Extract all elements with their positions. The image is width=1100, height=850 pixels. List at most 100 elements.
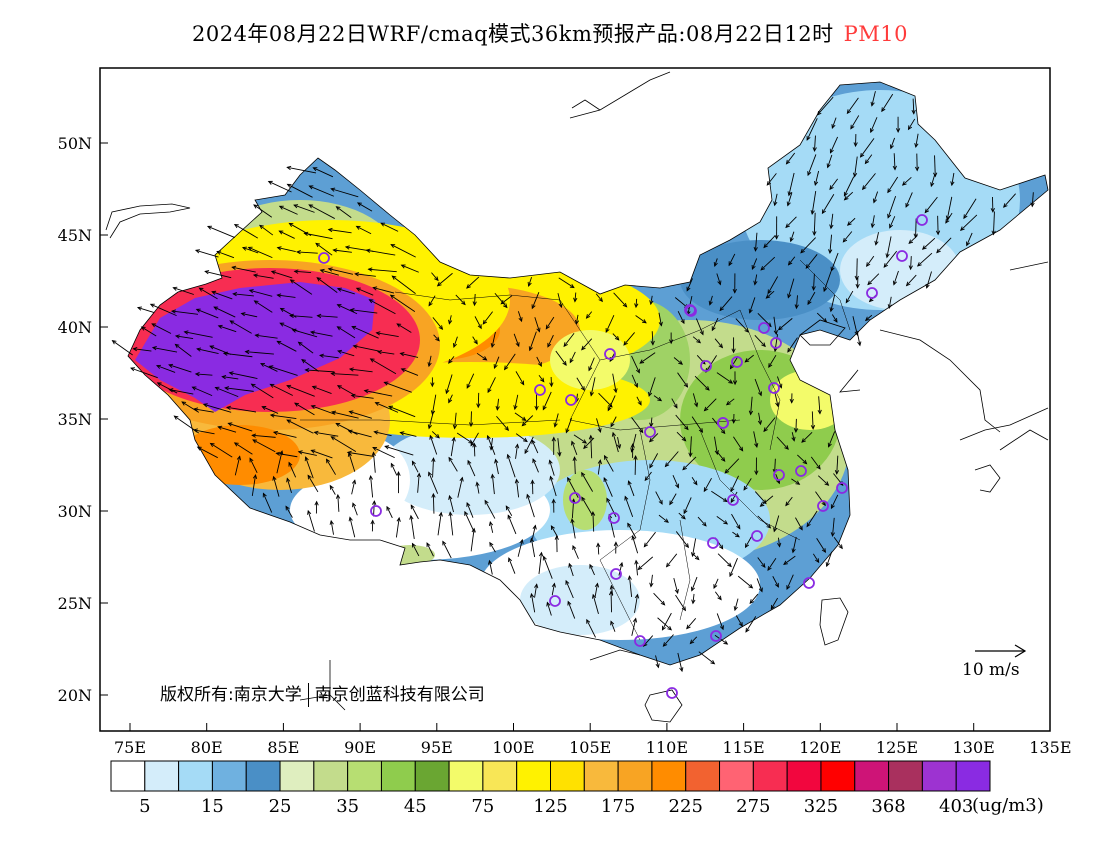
wind-arrowhead: [933, 172, 938, 178]
wind-vector: [734, 598, 739, 611]
wind-vector: [818, 396, 821, 414]
wind-arrowhead: [356, 202, 362, 207]
wind-vector: [285, 506, 293, 518]
wind-arrowhead: [812, 147, 817, 153]
wind-arrowhead: [475, 481, 480, 487]
wind-vector: [1031, 192, 1034, 207]
wind-vector: [757, 312, 772, 327]
wind-arrowhead: [699, 330, 704, 336]
wind-arrowhead: [831, 124, 836, 130]
wind-vector: [352, 503, 358, 516]
legend-swatch: [651, 760, 687, 792]
wind-vector: [445, 374, 453, 394]
wind-arrowhead: [813, 181, 819, 187]
wind-arrowhead: [347, 429, 353, 434]
wind-vector: [270, 414, 297, 419]
wind-vector: [807, 154, 817, 176]
wind-arrowhead: [515, 342, 520, 348]
wind-vector: [924, 196, 938, 213]
wind-arrowhead: [448, 319, 453, 325]
wind-vector: [466, 502, 474, 518]
wind-vector: [276, 451, 283, 474]
wind-vector: [529, 331, 537, 351]
wind-arrowhead: [795, 480, 801, 485]
wind-vector: [812, 553, 820, 563]
wind-arrowhead: [438, 325, 444, 330]
wind-arrowhead: [149, 303, 155, 308]
wind-arrowhead: [567, 600, 572, 606]
wind-vector: [298, 341, 314, 354]
wind-arrowhead: [336, 287, 342, 292]
wind-arrowhead: [222, 351, 228, 356]
legend-swatch: [313, 760, 349, 792]
wind-arrowhead: [729, 572, 734, 578]
wind-vector: [768, 354, 777, 368]
wind-arrowhead: [639, 359, 645, 364]
wind-vector: [507, 454, 516, 478]
wind-arrowhead: [269, 383, 275, 388]
wind-vector: [692, 553, 700, 560]
wind-vector: [666, 553, 678, 568]
wind-arrowhead: [527, 281, 532, 287]
wind-vector: [500, 295, 513, 305]
wind-arrowhead: [829, 148, 834, 154]
wind-vector: [714, 338, 723, 348]
wind-arrowhead: [829, 224, 834, 230]
wind-arrowhead: [151, 323, 157, 328]
wind-arrowhead: [650, 340, 655, 346]
wind-arrowhead: [448, 359, 453, 364]
wind-arrowhead: [426, 542, 431, 548]
wind-vector: [388, 406, 416, 418]
wind-vector: [817, 96, 834, 116]
wind-arrowhead: [286, 419, 292, 424]
wind-vector: [490, 438, 493, 450]
wind-vector: [692, 593, 695, 604]
wind-arrowhead: [824, 481, 830, 486]
wind-arrowhead: [286, 477, 291, 483]
wind-arrowhead: [536, 327, 541, 333]
wind-arrowhead: [719, 306, 724, 312]
wind-vector: [448, 394, 453, 403]
wind-vector: [192, 386, 213, 397]
wind-vector: [806, 118, 818, 141]
wind-arrowhead: [204, 270, 210, 275]
wind-arrowhead: [872, 198, 878, 204]
wind-vector: [610, 416, 617, 427]
wind-arrowhead: [627, 575, 632, 581]
wind-arrowhead: [472, 442, 477, 448]
station-marker: [758, 322, 770, 334]
wind-arrowhead: [830, 532, 835, 538]
wind-vector: [776, 376, 782, 388]
station-marker: [318, 252, 330, 264]
wind-vector: [946, 196, 953, 220]
wind-arrowhead: [717, 280, 722, 286]
wind-arrowhead: [262, 492, 267, 498]
longitude-axis: 75E 80E 85E 90E 95E 100E 105E 110E 115E 120E 125E 1…: [114, 723, 1072, 757]
lon-label: 95E: [421, 738, 453, 757]
station-marker: [569, 492, 581, 504]
wind-vector: [209, 345, 232, 355]
wind-vector: [724, 458, 740, 474]
wind-vector: [906, 274, 917, 286]
wind-vector: [133, 348, 152, 352]
wind-vector: [410, 504, 419, 520]
wind-vector: [908, 235, 918, 244]
wind-vector: [293, 204, 315, 213]
wind-arrowhead: [217, 324, 223, 329]
wind-arrowhead: [327, 267, 333, 272]
wind-arrowhead: [136, 306, 142, 311]
wind-arrowhead: [307, 509, 312, 515]
wind-arrowhead: [221, 374, 227, 380]
wind-arrowhead: [399, 352, 405, 357]
wind-arrowhead: [272, 430, 278, 436]
wind-arrowhead: [367, 267, 373, 272]
wind-arrowhead: [723, 640, 729, 645]
wind-vector: [218, 325, 237, 333]
wind-arrowhead: [550, 525, 555, 530]
wind-vector: [349, 368, 373, 373]
wind-arrowhead: [529, 537, 535, 543]
wind-vector: [643, 531, 656, 547]
wind-arrowhead: [635, 368, 640, 374]
wind-arrowhead: [363, 389, 369, 394]
wind-arrowhead: [773, 347, 778, 353]
